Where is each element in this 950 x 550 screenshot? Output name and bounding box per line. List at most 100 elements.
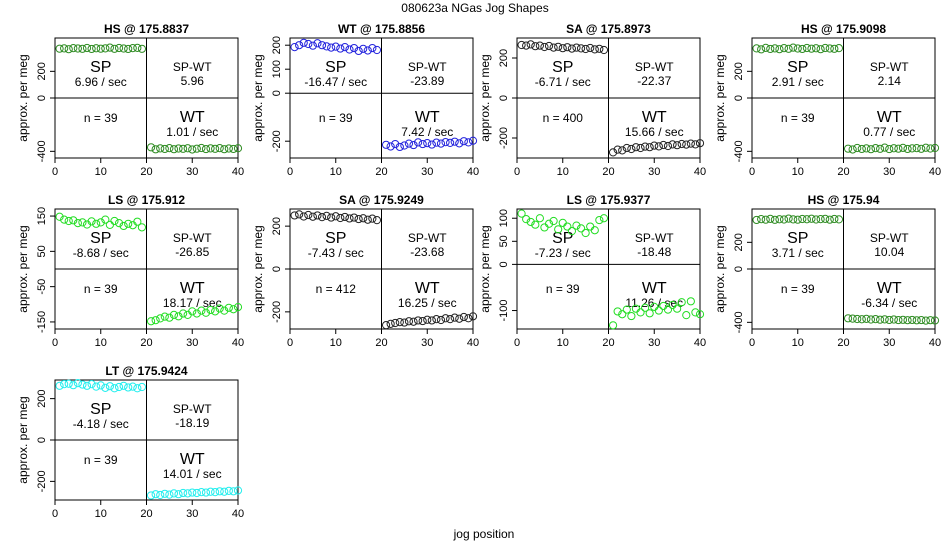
wt-data-point [432,315,441,324]
sp-data-point [359,214,368,223]
y-tick-label: 200 [733,62,745,80]
x-tick-label: 0 [52,166,58,178]
sp-data-point [114,219,124,228]
x-tick-label: 0 [52,337,58,349]
sp-data-point [290,43,299,52]
y-tick-label: 0 [271,266,283,272]
wt-data-point [853,143,862,153]
y-tick-label: -400 [36,140,48,162]
wt-rate-label: 1.01 / sec [166,125,218,139]
y-tick-label: 0 [498,95,510,101]
wt-data-point [691,140,700,149]
wt-data-point [188,307,197,316]
wt-data-point [926,316,935,325]
wt-data-point [622,143,631,153]
sp-data-point [798,214,807,224]
wt-data-point [645,143,654,152]
sp-data-point [752,44,761,53]
sp-data-point [757,215,766,224]
sp-data-point [299,38,308,47]
sp-label: SP [787,230,808,247]
y-axis-label: approx. per meg [713,54,727,141]
x-tick-label: 20 [837,337,849,349]
n-count-label: n = 39 [546,282,580,296]
sp-data-point [517,40,526,50]
x-tick-label: 20 [140,337,152,349]
sp-data-point [96,218,105,227]
panel-title: HS @ 175.94 [808,193,880,207]
sp-data-point [563,43,572,52]
sp-data-point [110,384,119,393]
y-tick-label: 200 [498,49,510,67]
wt-data-point [146,143,156,152]
wt-data-point [220,487,229,496]
panel-8: HS @ 175.94 0 10 20 30 40 -400 0 200 approx. per … [713,193,941,349]
wt-data-point [663,305,673,314]
sp-data-point [834,215,844,224]
y-tick-label: 0 [271,90,283,96]
wt-data-point [455,139,464,148]
x-tick-label: 30 [883,166,895,178]
wt-data-point [921,143,930,152]
sp-data-point [581,228,590,238]
sp-data-point [87,380,96,389]
sp-data-point [60,44,69,53]
wt-data-point [917,144,926,153]
sp-data-point [784,44,793,53]
sp-data-point [757,45,766,54]
sp-data-point [73,44,82,53]
x-tick-label: 10 [792,337,804,349]
wt-data-point [885,315,894,325]
sp-data-point [576,224,586,233]
wt-data-point [201,488,211,497]
wt-data-point [160,312,169,321]
x-tick-label: 0 [514,337,520,349]
wt-data-point [853,314,862,324]
wt-label: WT [642,280,667,297]
wt-data-point [686,297,695,306]
sp-data-point [96,44,105,53]
wt-data-point [631,143,641,152]
wt-data-point [695,139,705,148]
wt-data-point [436,315,446,325]
wt-label: WT [415,109,440,126]
sp-data-point [87,217,96,226]
spwt-label: SP-WT [173,231,212,245]
sp-data-point [770,215,779,224]
x-tick-label: 20 [375,337,387,349]
spwt-value: 10.04 [874,245,904,259]
wt-data-point [400,141,409,150]
sp-data-point [64,45,73,54]
wt-data-point [197,306,206,315]
wt-data-point [386,319,395,328]
sp-data-point [55,212,64,221]
wt-data-point [862,144,871,153]
wt-data-point [381,140,391,149]
sp-data-point [137,44,147,53]
sp-data-point [336,44,345,53]
sp-data-point [87,44,96,54]
x-tick-label: 20 [837,166,849,178]
spwt-label: SP-WT [635,60,674,74]
sp-data-point [55,44,64,53]
sp-data-point [304,210,313,220]
sp-data-point [766,214,775,223]
wt-data-point [414,138,423,147]
wt-data-point [160,144,169,154]
wt-data-point [659,140,668,150]
sp-data-point [69,381,78,390]
sp-data-point [345,214,354,223]
n-count-label: n = 412 [316,282,357,296]
wt-data-point [418,139,427,149]
sp-data-point [105,220,115,229]
wt-data-point [613,145,622,154]
sp-data-point [761,43,770,52]
sp-data-point [811,215,821,224]
sp-data-point [349,213,359,222]
x-tick-label: 20 [375,166,387,178]
wt-data-point [857,144,866,154]
wt-data-point [179,309,188,318]
x-tick-label: 20 [602,337,614,349]
y-tick-label: -100 [498,300,510,322]
panel-title: LT @ 175.9424 [105,364,188,378]
